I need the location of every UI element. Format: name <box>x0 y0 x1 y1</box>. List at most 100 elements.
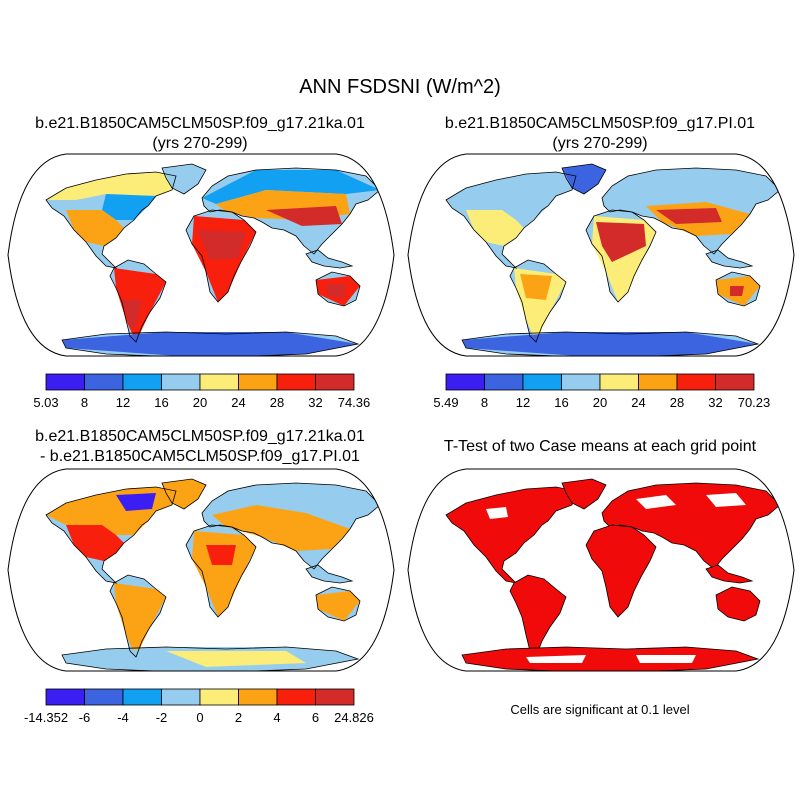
map-border <box>7 153 395 357</box>
colorbar-pi-swatch <box>561 373 601 391</box>
colorbar-difference-swatch <box>199 688 239 706</box>
coastline-namerica <box>445 171 577 269</box>
colorbar-21ka: 5.03 8 12 16 20 24 28 32 74.36 <box>33 373 370 410</box>
colorbar-21ka-tick-label: 28 <box>270 395 284 410</box>
colorbar-21ka-swatch <box>276 373 316 391</box>
significant-cells-antarctica <box>461 646 760 671</box>
field-patch <box>102 194 156 220</box>
panel-title-pi: b.e21.B1850CAM5CLM50SP.f09_g17.PI.01 (yr… <box>400 114 800 154</box>
significant-cells-australia <box>715 586 761 622</box>
non-significant-cells <box>486 507 508 519</box>
colorbar-difference-swatch <box>45 688 85 706</box>
colorbar-difference: -14.352 -6 -4 -2 0 2 4 6 24.826 <box>24 688 374 725</box>
colorbar-pi-tick-label: 5.49 <box>433 395 458 410</box>
map-border <box>407 153 795 357</box>
field-patch <box>316 591 360 621</box>
coastline-antarctica <box>461 331 760 356</box>
colorbar-difference-swatch <box>161 688 201 706</box>
panel-title-pi-line2: (yrs 270-299) <box>552 135 648 152</box>
colorbar-21ka-tick-label: 5.03 <box>33 395 58 410</box>
colorbar-21ka-swatch <box>45 373 85 391</box>
field-patch <box>326 284 346 298</box>
colorbar-21ka-tick-label: 32 <box>308 395 322 410</box>
colorbar-21ka-swatch <box>161 373 201 391</box>
colorbar-pi-swatch <box>638 373 678 391</box>
colorbar-difference-swatch <box>122 688 162 706</box>
field-patch <box>730 286 744 296</box>
coastline-seasia <box>305 249 354 269</box>
significant-cells-greenland <box>561 478 607 510</box>
non-significant-cells <box>636 655 696 663</box>
coastline-antarctica <box>61 331 360 356</box>
map-ttest <box>407 468 795 672</box>
field-patch <box>116 493 156 511</box>
significant-cells-namerica <box>445 486 577 584</box>
colorbar-difference-tick-label: -14.352 <box>24 710 68 725</box>
colorbar-pi-tick-label: 12 <box>516 395 530 410</box>
field-patch <box>66 210 124 246</box>
colorbar-difference-tick-label: 24.826 <box>334 710 374 725</box>
coastline-africa <box>185 524 257 618</box>
coastline-seasia <box>705 249 754 269</box>
colorbar-difference-tick-label: 0 <box>196 710 203 725</box>
panel-title-21ka-line2: (yrs 270-299) <box>152 135 248 152</box>
colorbar-21ka-tick-label: 12 <box>116 395 130 410</box>
colorbar-pi-tick-label: 28 <box>670 395 684 410</box>
coastline-eurasia <box>201 482 381 570</box>
field-patch <box>466 210 524 246</box>
panel-title-difference-line1: b.e21.B1850CAM5CLM50SP.f09_g17.21ka.01 <box>35 428 365 445</box>
field-patch <box>66 525 124 561</box>
coastline-greenland <box>161 163 207 195</box>
coastline-samerica <box>509 259 567 343</box>
colorbar-difference-tick-label: -2 <box>156 710 168 725</box>
coastline-namerica <box>45 486 177 584</box>
colorbar-21ka-swatch <box>122 373 162 391</box>
colorbar-21ka-tick-label: 8 <box>81 395 88 410</box>
colorbar-pi-swatch <box>484 373 524 391</box>
significant-cells-africa <box>585 524 657 618</box>
colorbar-21ka-swatch <box>199 373 239 391</box>
colorbar-difference-tick-label: 2 <box>235 710 242 725</box>
coastline-eurasia <box>201 167 381 255</box>
map-border <box>407 468 795 672</box>
significant-cells-samerica <box>509 574 567 658</box>
panel-title-pi-line1: b.e21.B1850CAM5CLM50SP.f09_g17.PI.01 <box>444 115 756 132</box>
field-patch <box>122 300 142 328</box>
non-significant-cells <box>636 495 676 509</box>
colorbar-pi-swatch <box>445 373 485 391</box>
field-patch <box>46 172 176 200</box>
colorbar-21ka-tick-label: 24 <box>231 395 245 410</box>
main-title: ANN FSDSNI (W/m^2) <box>299 76 501 98</box>
field-patch <box>462 332 758 356</box>
field-patch <box>446 172 576 220</box>
field-patch <box>212 505 350 551</box>
panel-title-difference-line2: - b.e21.B1850CAM5CLM50SP.f09_g17.PI.01 <box>40 448 360 465</box>
colorbar-pi-tick-label: 70.23 <box>738 395 771 410</box>
coastline-australia <box>315 271 361 307</box>
field-patch <box>202 170 380 204</box>
colorbar-pi-tick-label: 24 <box>631 395 645 410</box>
field-patch <box>198 230 246 260</box>
field-patch <box>166 651 306 667</box>
field-patch <box>656 208 722 224</box>
colorbar-pi-tick-label: 20 <box>593 395 607 410</box>
colorbar-pi-swatch <box>676 373 716 391</box>
panel-title-difference: b.e21.B1850CAM5CLM50SP.f09_g17.21ka.01 -… <box>0 427 400 467</box>
non-significant-cells <box>706 493 746 507</box>
colorbar-difference-swatch <box>84 688 124 706</box>
colorbar-pi-tick-label: 32 <box>708 395 722 410</box>
colorbar-difference-tick-label: 6 <box>312 710 319 725</box>
colorbar-21ka-swatch <box>84 373 124 391</box>
colorbar-21ka-tick-label: 20 <box>193 395 207 410</box>
significance-note: Cells are significant at 0.1 level <box>510 702 690 717</box>
field-patch <box>62 332 358 356</box>
coastline-seasia <box>305 564 354 584</box>
significant-cells-seasia <box>705 564 754 584</box>
coastline-samerica <box>109 574 167 658</box>
map-difference <box>7 468 395 672</box>
colorbar-difference-tick-label: -4 <box>117 710 129 725</box>
colorbar-pi: 5.49 8 12 16 20 24 28 32 70.23 <box>433 373 771 410</box>
field-patch <box>596 222 646 262</box>
colorbar-difference-tick-label: 4 <box>273 710 280 725</box>
colorbar-21ka-swatch <box>238 373 278 391</box>
